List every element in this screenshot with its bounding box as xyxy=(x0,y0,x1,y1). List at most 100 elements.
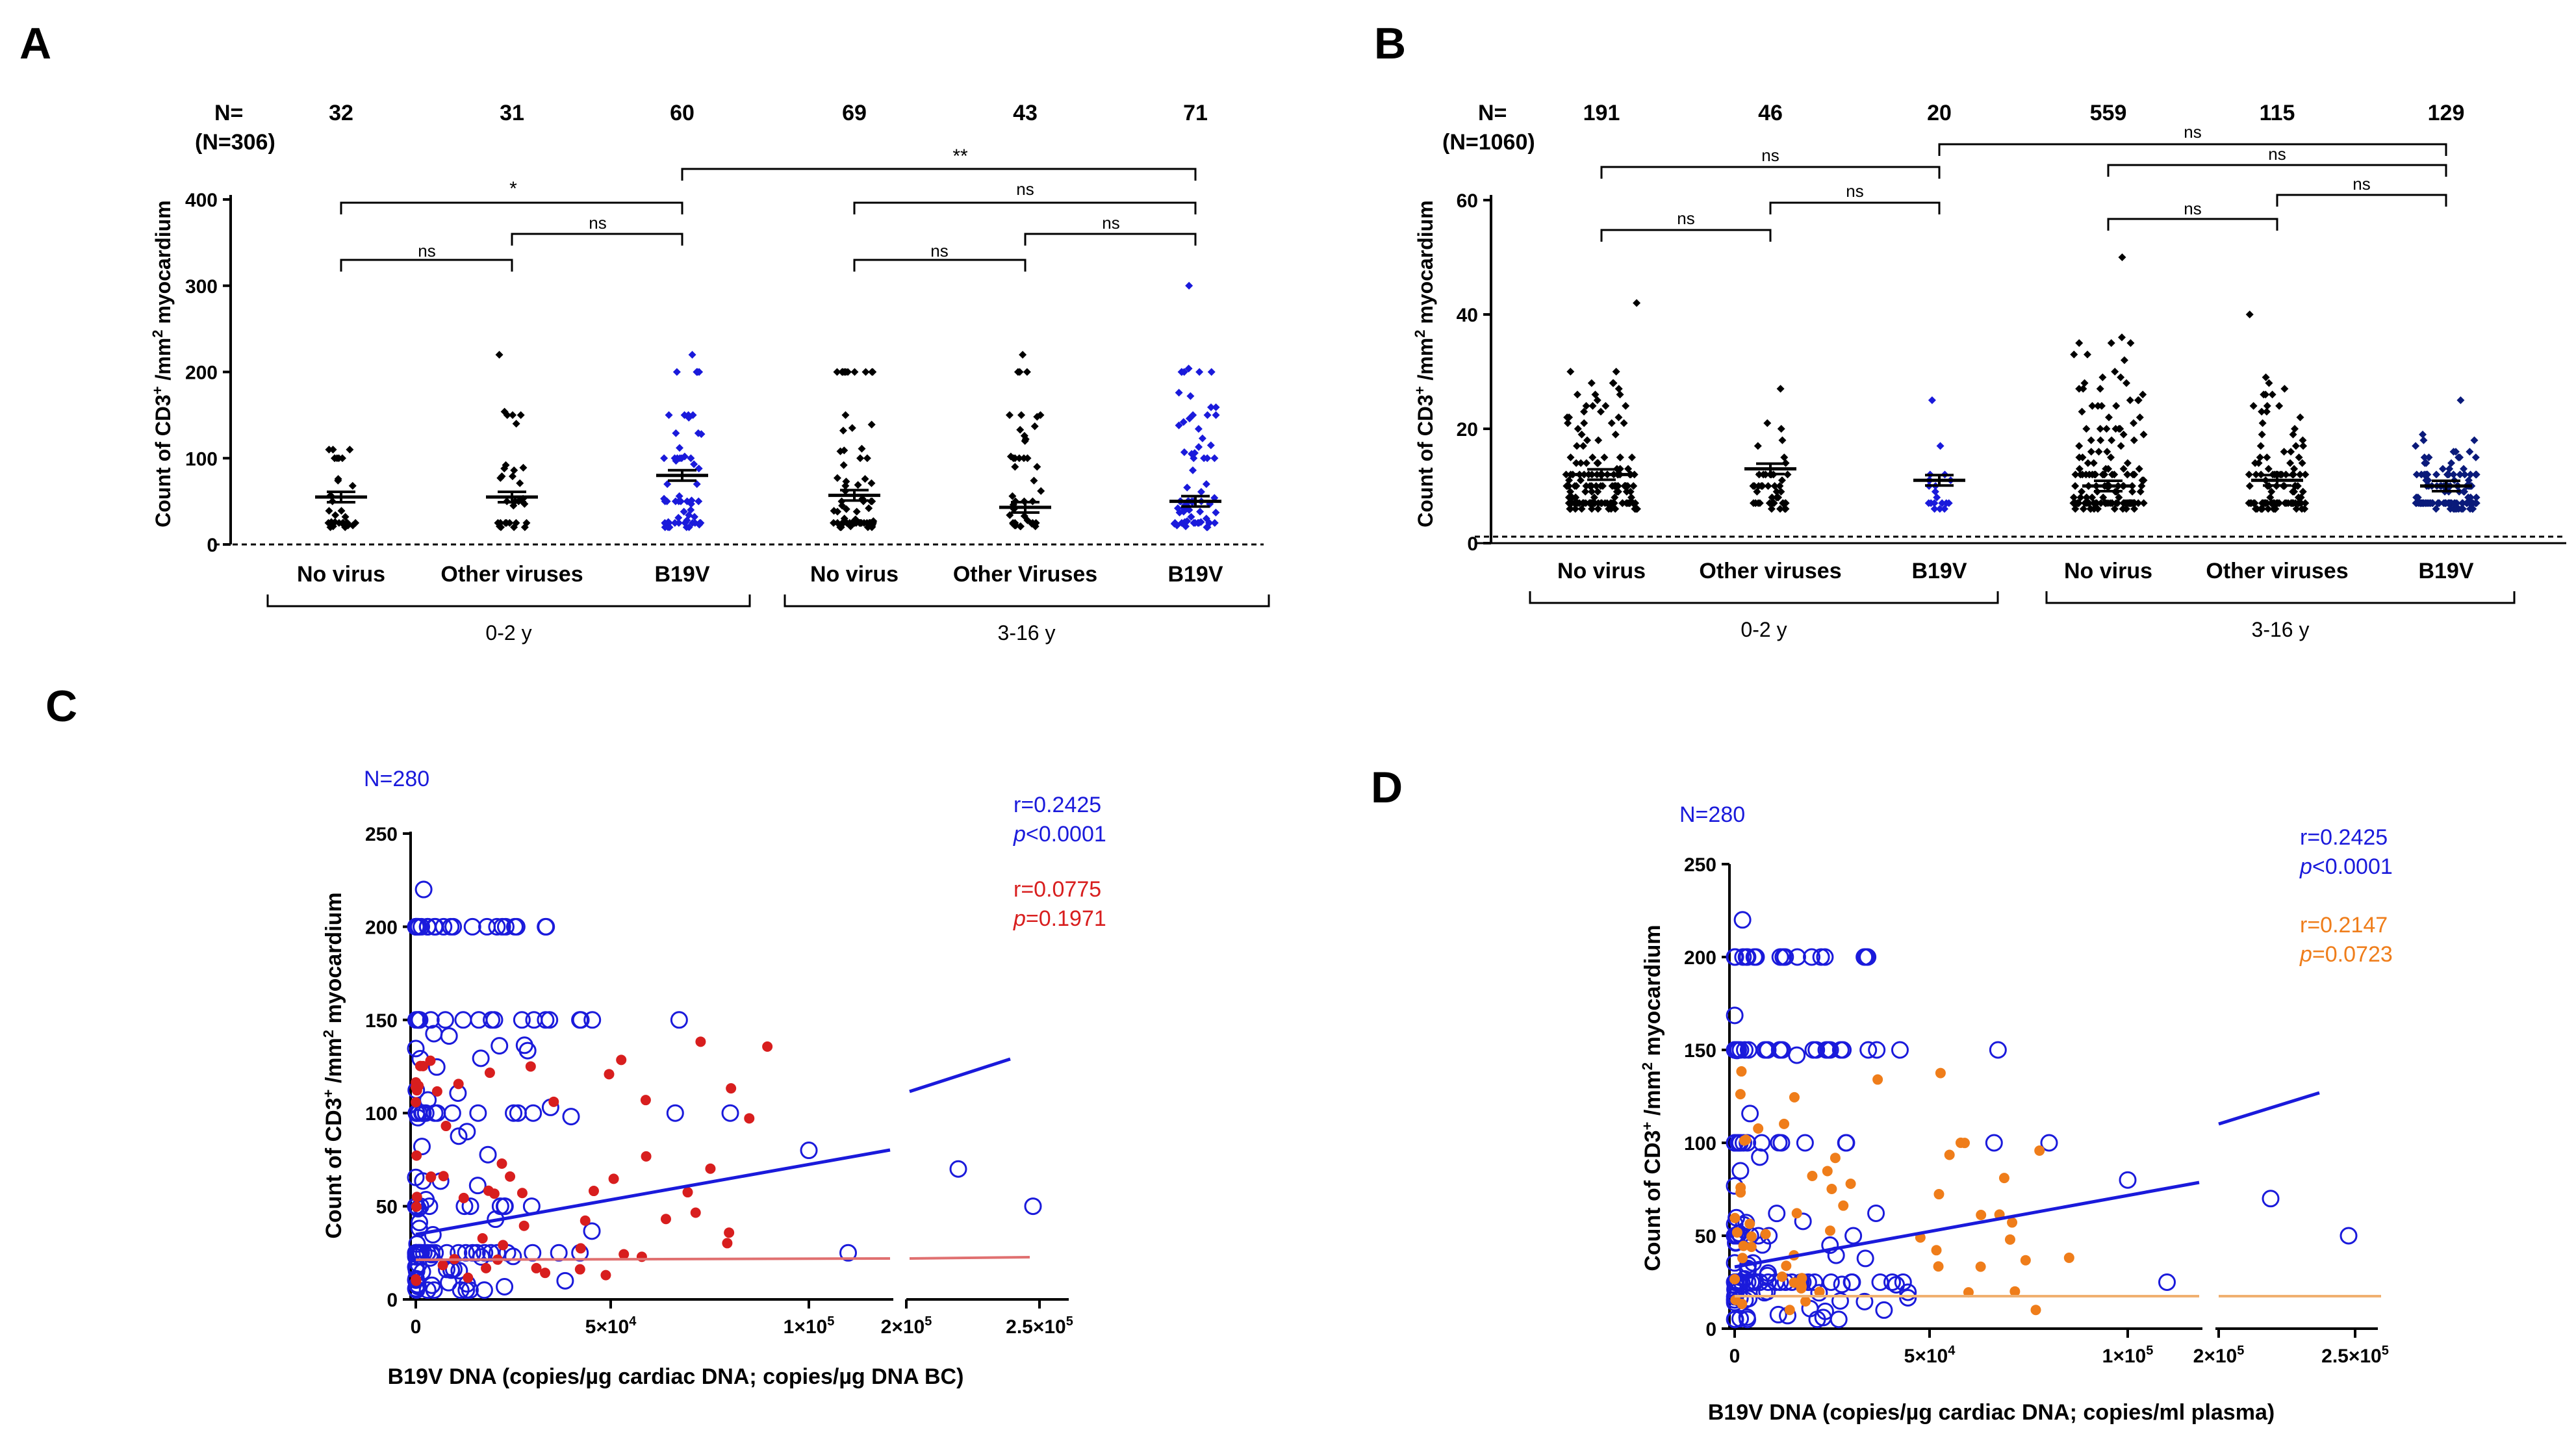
c-filled-point xyxy=(498,1240,509,1251)
d-filled-point xyxy=(1736,1066,1747,1077)
panel-b-group-2-point xyxy=(1781,459,1790,467)
d-filled-point xyxy=(1735,1182,1746,1193)
c-blue-point xyxy=(475,1281,493,1299)
c-filled-point xyxy=(411,1077,422,1088)
panel-b-group-4-point xyxy=(2097,436,2105,444)
panel-b-group-6-point xyxy=(2466,505,2475,513)
panel-b-group-5-point xyxy=(2291,442,2300,450)
y-tick-label: 300 xyxy=(185,276,218,298)
c-blue-point xyxy=(472,1248,491,1266)
d-blue-point xyxy=(1796,1134,1814,1152)
panel-b-group-1-point xyxy=(1580,407,1588,416)
panel-b-group-5-point xyxy=(2264,505,2273,513)
panel-b-group-4-point xyxy=(2111,368,2119,376)
d-blue-point xyxy=(1759,1273,1778,1291)
d-filled-point xyxy=(1746,1231,1757,1242)
panel-b-group-1-point xyxy=(1576,476,1585,485)
panel-b-group-5-point xyxy=(2299,436,2307,444)
c-blue-point xyxy=(418,1281,437,1299)
c-blue-point xyxy=(468,1177,487,1195)
panel-b-group-5-point xyxy=(2245,311,2254,318)
panel-a-group-2-point xyxy=(519,463,528,472)
panel-b-points xyxy=(1562,253,2480,513)
c-filled-point xyxy=(505,1171,516,1182)
panel-b-group-4-point xyxy=(2115,493,2123,502)
panel-a-group-4-point xyxy=(861,368,870,376)
panel-b-group-6-point xyxy=(2472,470,2480,479)
panel-a-sig-5: ns xyxy=(1102,213,1119,233)
panel-a-group-4-point xyxy=(854,481,862,489)
d-blue-point xyxy=(1772,1134,1791,1152)
panel-a-sig-6: ns xyxy=(1016,179,1034,199)
panel-a-group-2-point xyxy=(512,518,520,527)
c-blue-point xyxy=(440,1273,458,1292)
panel-b-group-4-point xyxy=(2088,402,2097,410)
panel-b-group-4-point xyxy=(2082,425,2091,433)
panel-b-group-4-point xyxy=(2084,459,2092,467)
c-blue-point xyxy=(496,917,515,936)
panel-b-group-5-point xyxy=(2249,499,2258,507)
panel-a-group-4-point xyxy=(868,497,876,505)
panel-b-group-6-point xyxy=(2412,442,2420,450)
c-blue-point xyxy=(413,1138,431,1156)
c-filled-point xyxy=(477,1233,488,1244)
panel-b-group-4-point xyxy=(2136,487,2145,496)
c-filled-point xyxy=(540,1268,551,1279)
panel-a-group-5: Other Viruses xyxy=(953,562,1097,587)
d-filled-point xyxy=(1807,1170,1818,1181)
panel-b-group-3-point xyxy=(1938,499,1946,507)
panel-a-group-1-point xyxy=(338,454,346,463)
panel-a-group-3-point xyxy=(687,505,695,514)
panel-b-group-5-point xyxy=(2266,493,2275,502)
panel-b-n-total: (N=1060) xyxy=(1442,130,1535,155)
panel-b-group-5-point xyxy=(2254,459,2263,467)
panel-b-group-4-point xyxy=(2097,499,2105,507)
panel-a-group-3-point xyxy=(661,497,669,505)
panel-a-group-6-point xyxy=(1180,368,1188,376)
panel-b-group-6-point xyxy=(2464,476,2473,485)
c-filled-point xyxy=(431,1086,442,1097)
panel-b-group-4-point xyxy=(2108,499,2116,507)
panel-b-group-5-point xyxy=(2267,487,2276,496)
c-filled-point xyxy=(516,1188,528,1199)
panel-b-group-1-point xyxy=(1624,482,1632,490)
c-blue-point xyxy=(469,1104,487,1122)
panel-a-group-6-point xyxy=(1195,368,1204,376)
panel-a-group-4-point xyxy=(867,420,876,429)
bracket xyxy=(2107,218,2278,231)
panel-b-group-4-point xyxy=(2136,413,2144,422)
panel-a-group-2-point xyxy=(505,518,514,527)
panel-b-group-4-point xyxy=(2090,505,2098,513)
d-filled-point xyxy=(1814,1286,1825,1297)
d-filled-point xyxy=(1731,1227,1742,1238)
panel-b-letter: B xyxy=(1374,19,1406,68)
y-tick-label: 200 xyxy=(1684,947,1716,969)
panel-b-group-5-point xyxy=(2275,402,2284,410)
c-filled-point xyxy=(426,1171,437,1182)
panel-b-group-4-point xyxy=(2117,442,2125,450)
panel-b-group-4-point xyxy=(2078,487,2086,496)
panel-a-group-6-point xyxy=(1210,518,1219,527)
d-blue-point xyxy=(1803,948,1821,966)
panel-b-group-4-point xyxy=(2069,499,2078,507)
c-blue-point xyxy=(496,1277,514,1296)
panel-a-group-3-point xyxy=(681,518,689,527)
d-filled-point xyxy=(1796,1273,1807,1284)
panel-b-group-4-point xyxy=(2105,413,2113,422)
panel-b-group-4-point xyxy=(2118,253,2126,261)
c-filled-point xyxy=(411,1192,422,1203)
panel-b-group-6-point xyxy=(2471,453,2480,461)
panel-b-sig-5: ns xyxy=(2353,174,2370,194)
c-blue-point xyxy=(666,1104,684,1122)
c-filled-point xyxy=(744,1113,755,1124)
panel-b-group-6-point xyxy=(2432,470,2441,479)
panel-b-n-4: 559 xyxy=(2090,101,2127,125)
c-blue-point xyxy=(418,917,437,936)
c-filled-point xyxy=(608,1173,619,1184)
panel-a-group-6-point xyxy=(1171,518,1179,527)
d-filled-point xyxy=(1975,1261,1986,1272)
panel-b-group-5-point xyxy=(2299,487,2307,496)
d-blue-point xyxy=(1821,1236,1839,1255)
d-filled-point xyxy=(1824,1225,1835,1236)
